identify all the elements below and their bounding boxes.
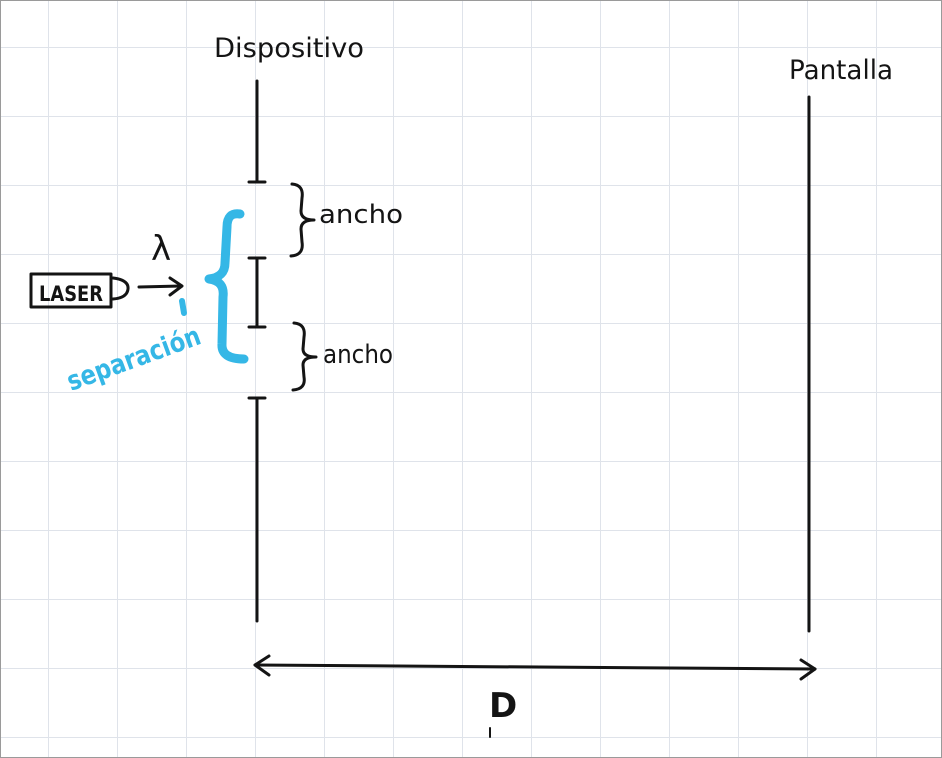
distance-label: D [489, 686, 517, 726]
brace-separation [204, 209, 249, 364]
device-label: Dispositivo [214, 33, 364, 64]
distance-arrow [253, 663, 817, 671]
beam-arrow [137, 284, 183, 289]
laser-label: LASER [39, 282, 103, 306]
distance-arrowhead-left [253, 654, 271, 677]
separation-tick [179, 298, 187, 316]
laser-source: LASER [29, 272, 130, 309]
width-bottom-label: ancho [323, 340, 393, 370]
slit-barrier [247, 79, 267, 623]
distance-arrowhead-right [799, 658, 817, 681]
laser-box [29, 272, 113, 309]
brace-width-top [289, 182, 316, 258]
beam-arrowhead [168, 276, 184, 297]
width-top-label: ancho [319, 200, 403, 230]
wavelength-symbol: λ [151, 229, 171, 269]
laser-aperture [111, 276, 130, 301]
brace-width-bottom [291, 321, 318, 392]
separation-label: separación [63, 321, 205, 398]
screen-label: Pantalla [789, 55, 893, 86]
